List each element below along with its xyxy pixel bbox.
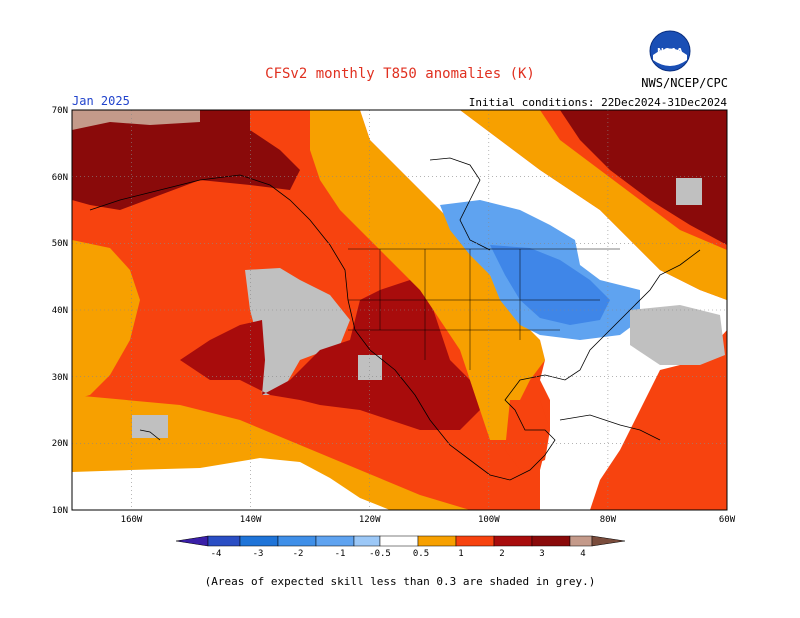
footnote: (Areas of expected skill less than 0.3 a… xyxy=(204,575,596,588)
lat-label: 20N xyxy=(52,439,68,449)
colorbar-swatch xyxy=(353,535,381,547)
lon-label: 120W xyxy=(359,515,381,525)
lat-label: 40N xyxy=(52,306,68,316)
initial-conditions: Initial conditions: 22Dec2024-31Dec2024 xyxy=(468,96,727,109)
colorbar-swatch xyxy=(277,535,317,547)
gridlines xyxy=(72,110,727,510)
low-skill-grey-pacific xyxy=(245,268,350,395)
colorbar-swatch xyxy=(379,535,419,547)
colorbar-swatch xyxy=(417,535,457,547)
anomaly-region-gt4-alaska xyxy=(72,110,200,130)
lon-label: 100W xyxy=(478,515,500,525)
colorbar-label: -0.5 xyxy=(369,549,391,559)
colorbar-swatch xyxy=(455,535,495,547)
colorbar-label: 3 xyxy=(539,549,544,559)
anomaly-field xyxy=(72,110,727,510)
colorbar xyxy=(175,535,626,547)
colorbar-label: -4 xyxy=(211,549,222,559)
colorbar-swatch xyxy=(315,535,355,547)
colorbar-swatch xyxy=(239,535,279,547)
lon-labels: 160W 140W 120W 100W 80W 60W xyxy=(121,515,736,525)
colorbar-label: -2 xyxy=(293,549,304,559)
colorbar-label: -3 xyxy=(253,549,264,559)
colorbar-label: 0.5 xyxy=(413,549,429,559)
colorbar-swatch xyxy=(207,535,241,547)
low-skill-grey-canada xyxy=(676,178,702,205)
colorbar-swatch xyxy=(531,535,571,547)
lon-label: 80W xyxy=(600,515,617,525)
anomaly-region-3to4-canada xyxy=(560,110,727,245)
logo-text: NOAA xyxy=(657,47,683,56)
state-borders xyxy=(348,248,620,370)
anomaly-region-1to2-gulf xyxy=(505,400,550,470)
anomaly-region-3to4-alaska xyxy=(72,110,300,210)
noaa-logo: NOAA xyxy=(649,30,691,72)
colorbar-label: 2 xyxy=(499,549,504,559)
coastlines xyxy=(89,157,701,481)
anomaly-region-0.5to1-pacific xyxy=(72,240,140,400)
anomaly-region-neutral-south xyxy=(72,458,390,510)
lon-label: 160W xyxy=(121,515,143,525)
low-skill-grey-atlantic xyxy=(630,305,725,365)
colorbar-swatch xyxy=(591,535,626,547)
anomaly-region-2to3-southwest xyxy=(180,280,480,430)
anomaly-region-0.5to1-northeast xyxy=(460,110,727,300)
lat-labels: 70N 60N 50N 40N 30N 20N 10N xyxy=(52,106,68,516)
colorbar-swatch xyxy=(175,535,209,547)
lat-label: 30N xyxy=(52,373,68,383)
low-skill-grey-southwest xyxy=(358,355,382,380)
forecast-month: Jan 2025 xyxy=(72,94,130,108)
map-frame xyxy=(71,109,728,511)
lat-label: 60N xyxy=(52,173,68,183)
lat-label: 50N xyxy=(52,239,68,249)
map-title: CFSv2 monthly T850 anomalies (K) xyxy=(265,66,535,82)
colorbar-swatch xyxy=(493,535,533,547)
anomaly-region-0.5to1-band xyxy=(310,110,545,440)
lat-label: 70N xyxy=(52,106,68,116)
agency-label: NWS/NCEP/CPC xyxy=(641,76,728,90)
colorbar-label: -1 xyxy=(335,549,346,559)
low-skill-grey-hawaii xyxy=(132,415,168,438)
lon-label: 60W xyxy=(719,515,736,525)
lon-label: 140W xyxy=(240,515,262,525)
colorbar-swatch xyxy=(569,535,593,547)
lat-label: 10N xyxy=(52,506,68,516)
colorbar-label: 1 xyxy=(458,549,463,559)
colorbar-labels: -4 -3 -2 -1 -0.5 0.5 1 2 3 4 xyxy=(211,549,586,559)
colorbar-label: 4 xyxy=(580,549,585,559)
